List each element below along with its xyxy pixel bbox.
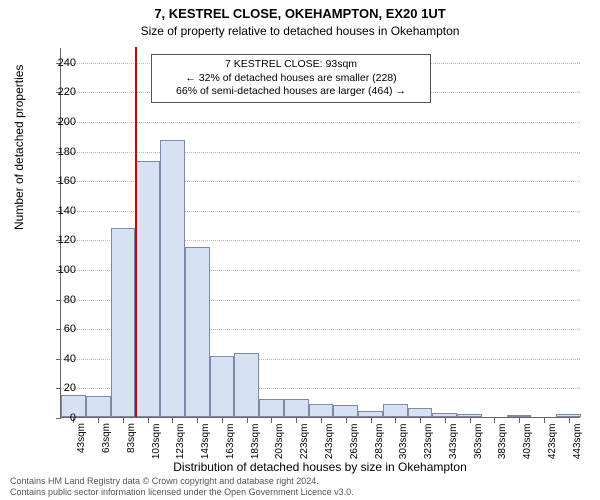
x-tick-mark — [98, 418, 99, 423]
y-tick-label: 120 — [46, 234, 76, 246]
marker-line — [135, 47, 137, 417]
x-tick-mark — [247, 418, 248, 423]
x-tick-mark — [395, 418, 396, 423]
x-tick-label: 303sqm — [398, 424, 409, 460]
histogram-bar — [185, 247, 210, 417]
x-tick-label: 163sqm — [225, 424, 236, 460]
histogram-bar — [111, 228, 136, 417]
x-tick-mark — [445, 418, 446, 423]
x-tick-label: 383sqm — [497, 424, 508, 460]
histogram-bar — [358, 411, 383, 417]
x-tick-mark — [346, 418, 347, 423]
grid-line — [61, 122, 580, 123]
chart-plot-area: 43sqm63sqm83sqm103sqm123sqm143sqm163sqm1… — [60, 48, 580, 418]
x-tick-mark — [271, 418, 272, 423]
x-tick-mark — [420, 418, 421, 423]
x-tick-label: 103sqm — [151, 424, 162, 460]
annotation-line: 7 KESTREL CLOSE: 93sqm — [158, 58, 424, 72]
x-tick-mark — [371, 418, 372, 423]
chart-title: 7, KESTREL CLOSE, OKEHAMPTON, EX20 1UT — [0, 6, 600, 21]
x-tick-label: 223sqm — [299, 424, 310, 460]
x-tick-label: 43sqm — [76, 423, 87, 453]
histogram-bar — [160, 140, 185, 417]
x-tick-label: 203sqm — [274, 424, 285, 460]
y-tick-label: 80 — [46, 294, 76, 306]
histogram-bar — [86, 396, 111, 417]
histogram-bar — [234, 353, 259, 417]
x-tick-mark — [544, 418, 545, 423]
x-tick-label: 283sqm — [374, 424, 385, 460]
x-tick-mark — [148, 418, 149, 423]
x-tick-mark — [494, 418, 495, 423]
x-tick-label: 123sqm — [175, 424, 186, 460]
histogram-bar — [556, 414, 581, 417]
histogram-bar — [333, 405, 358, 417]
histogram-bar — [309, 404, 334, 417]
footer-line: Contains public sector information licen… — [10, 487, 590, 498]
y-tick-label: 160 — [46, 175, 76, 187]
x-tick-mark — [296, 418, 297, 423]
histogram-bar — [507, 415, 532, 417]
annotation-box: 7 KESTREL CLOSE: 93sqm ← 32% of detached… — [151, 54, 431, 103]
histogram-bar — [210, 356, 235, 417]
grid-line — [61, 152, 580, 153]
chart-subtitle: Size of property relative to detached ho… — [0, 24, 600, 38]
x-tick-mark — [321, 418, 322, 423]
y-tick-label: 140 — [46, 205, 76, 217]
histogram-bar — [284, 399, 309, 417]
x-tick-label: 323sqm — [423, 424, 434, 460]
y-tick-label: 200 — [46, 116, 76, 128]
x-tick-mark — [519, 418, 520, 423]
x-tick-mark — [123, 418, 124, 423]
x-tick-label: 243sqm — [324, 424, 335, 460]
annotation-line: ← 32% of detached houses are smaller (22… — [158, 72, 424, 86]
footer-attribution: Contains HM Land Registry data © Crown c… — [10, 476, 590, 498]
annotation-line: 66% of semi-detached houses are larger (… — [158, 85, 424, 99]
y-tick-label: 40 — [46, 353, 76, 365]
x-tick-mark — [470, 418, 471, 423]
y-tick-label: 20 — [46, 382, 76, 394]
y-tick-label: 0 — [46, 412, 76, 424]
y-tick-label: 240 — [46, 57, 76, 69]
x-tick-mark — [569, 418, 570, 423]
histogram-bar — [457, 414, 482, 417]
y-tick-label: 100 — [46, 264, 76, 276]
x-tick-label: 403sqm — [522, 424, 533, 460]
x-tick-label: 363sqm — [473, 424, 484, 460]
x-tick-mark — [197, 418, 198, 423]
x-tick-label: 263sqm — [349, 424, 360, 460]
x-tick-label: 343sqm — [448, 424, 459, 460]
footer-line: Contains HM Land Registry data © Crown c… — [10, 476, 590, 487]
x-tick-label: 443sqm — [572, 424, 583, 460]
x-tick-mark — [172, 418, 173, 423]
x-tick-label: 183sqm — [250, 424, 261, 460]
histogram-bar — [383, 404, 408, 417]
histogram-bar — [408, 408, 433, 417]
x-tick-mark — [222, 418, 223, 423]
x-tick-label: 423sqm — [547, 424, 558, 460]
x-tick-label: 143sqm — [200, 424, 211, 460]
y-axis-label: Number of detached properties — [12, 65, 26, 230]
x-tick-label: 63sqm — [101, 423, 112, 453]
y-tick-label: 60 — [46, 323, 76, 335]
x-tick-label: 83sqm — [126, 423, 137, 453]
y-tick-label: 180 — [46, 146, 76, 158]
x-axis-label: Distribution of detached houses by size … — [60, 460, 580, 474]
y-tick-label: 220 — [46, 86, 76, 98]
histogram-bar — [135, 161, 160, 417]
histogram-bar — [259, 399, 284, 417]
histogram-bar — [432, 413, 457, 417]
